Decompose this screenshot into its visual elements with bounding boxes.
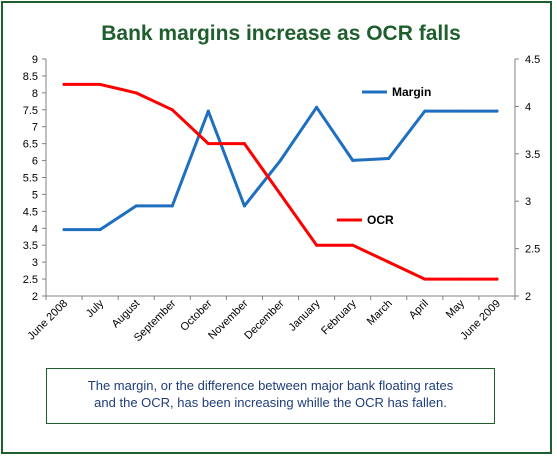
x-tick-label: March	[365, 298, 395, 328]
y-left-tick-label: 4.5	[23, 206, 38, 218]
y-right-tick-label: 4.5	[525, 54, 540, 66]
y-left-tick-label: 5.5	[23, 173, 38, 185]
x-tick-label: April	[407, 298, 431, 322]
y-left-tick-label: 8	[32, 88, 38, 100]
y-left-tick-label: 6	[32, 156, 38, 168]
y-right-tick-label: 3	[525, 196, 531, 208]
series-margin-point	[134, 204, 138, 208]
series-margin-point	[98, 228, 102, 232]
y-left-tick-label: 4	[32, 223, 38, 235]
x-tick-label: May	[444, 297, 468, 321]
y-right-tick-label: 4	[525, 101, 531, 113]
series-ocr-point	[170, 108, 174, 112]
series-ocr-point	[206, 142, 210, 146]
y-left-tick-label: 5	[32, 189, 38, 201]
y-left-tick-label: 7.5	[23, 105, 38, 117]
series-ocr-point	[242, 142, 246, 146]
series-margin-point	[170, 204, 174, 208]
y-right-tick-label: 2.5	[525, 244, 540, 256]
series-ocr-point	[98, 82, 102, 86]
series-margin-point	[315, 105, 319, 109]
x-tick-label: June 2008	[25, 298, 70, 343]
y-left-tick-label: 3.5	[23, 240, 38, 252]
y-left-tick-label: 9	[32, 54, 38, 66]
y-left-tick-label: 3	[32, 257, 38, 269]
series-ocr-point	[351, 243, 355, 247]
y-right-tick-labels: 2 2.5 3 3.5 4 4.5	[515, 54, 540, 303]
legend-margin-label: Margin	[392, 85, 431, 99]
series-margin-point	[279, 158, 282, 162]
series-ocr-point	[495, 277, 499, 281]
y-right-tick-label: 3.5	[525, 149, 540, 161]
y-left-tick-label: 2	[32, 291, 38, 303]
y-right-tick-label: 2	[525, 291, 531, 303]
series-ocr-point	[279, 192, 282, 196]
x-tick-label: February	[319, 297, 359, 337]
series-margin-point	[495, 109, 499, 113]
series-ocr-point	[315, 243, 319, 247]
chart-title: Bank margins increase as OCR falls	[101, 22, 461, 45]
series-ocr-point	[459, 277, 463, 281]
legend-ocr-label: OCR	[367, 213, 394, 227]
legend: Margin OCR	[337, 85, 431, 227]
caption-line-1: The margin, or the difference between ma…	[87, 378, 454, 393]
series-ocr-point	[62, 82, 66, 86]
x-tick-label: January	[287, 297, 324, 334]
y-left-tick-label: 7	[32, 122, 38, 134]
series-margin-point	[423, 109, 427, 113]
series-ocr-point	[423, 277, 427, 281]
y-left-tick-label: 6.5	[23, 139, 38, 151]
series-ocr-point	[387, 260, 391, 264]
x-tick-label: August	[110, 298, 143, 331]
series-margin-point	[459, 109, 463, 113]
x-tick-label: July	[84, 297, 107, 320]
y-left-tick-labels: 2 2.5 3 3.5 4 4.5 5 5.5 6 6.5 7 7.5 8 8.5 9	[23, 54, 46, 303]
series-margin-point	[351, 158, 355, 162]
series-margin-point	[62, 228, 66, 232]
series-margin-point	[206, 109, 210, 113]
series-margin-point	[242, 204, 246, 208]
caption-box: The margin, or the difference between ma…	[46, 368, 495, 424]
x-tick-label: December	[242, 297, 287, 342]
y-left-tick-label: 8.5	[23, 71, 38, 83]
series-ocr-point	[134, 91, 138, 95]
y-left-tick-label: 2.5	[23, 274, 38, 286]
series-ocr-line	[62, 82, 499, 281]
series-margin-point	[387, 157, 391, 161]
x-tick-label: October	[178, 297, 214, 333]
series-margin-line	[62, 105, 499, 232]
series-lines	[62, 82, 499, 281]
caption-line-2: and the OCR, has been increasing whille …	[94, 395, 447, 410]
